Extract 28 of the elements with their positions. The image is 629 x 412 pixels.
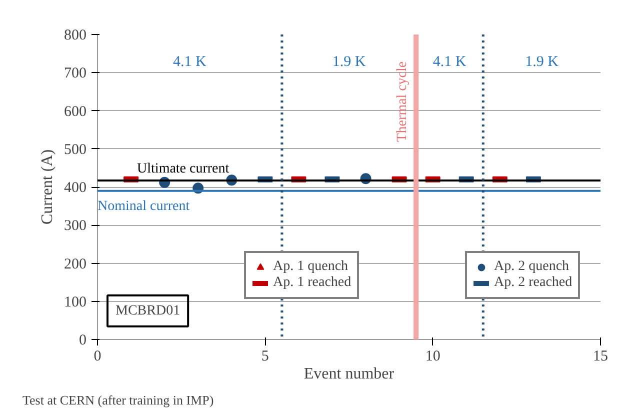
annotation: MCBRD01 [116, 303, 180, 318]
legend-label: Ap. 1 quench [273, 259, 348, 275]
annotation: 4.1 K [432, 54, 466, 70]
x-axis-title: Event number [304, 366, 395, 382]
y-tick-label: 100 [64, 294, 86, 310]
x-tick-label: 5 [261, 348, 269, 364]
y-tick-label: 500 [64, 142, 86, 158]
y-tick-label: 700 [64, 66, 86, 82]
y-tick-label: 200 [64, 256, 86, 272]
annotation: 1.9 K [332, 54, 366, 70]
y-axis-title: Current (A) [39, 149, 56, 225]
y-tick-label: 600 [64, 104, 86, 120]
ref-line-label: Ultimate current [137, 162, 230, 177]
legend-label: Ap. 2 quench [494, 259, 570, 275]
y-tick-label: 800 [64, 28, 86, 44]
y-tick-label: 0 [79, 332, 86, 348]
annotation: 1.9 K [525, 54, 559, 70]
x-tick-label: 0 [94, 348, 102, 364]
text: Test at CERN (after training in IMP) [22, 392, 214, 408]
x-tick-label: 15 [593, 348, 608, 364]
legend-label: Ap. 1 reached [273, 275, 352, 291]
y-tick-label: 400 [64, 180, 86, 196]
legend-label: Ap. 2 reached [494, 275, 572, 291]
y-tick-label: 300 [64, 218, 86, 234]
x-tick-label: 10 [425, 348, 440, 364]
ref-line-label: Nominal current [98, 198, 190, 214]
ref-line-label: Thermal cycle [395, 61, 410, 142]
annotation: 4.1 K [173, 54, 207, 70]
